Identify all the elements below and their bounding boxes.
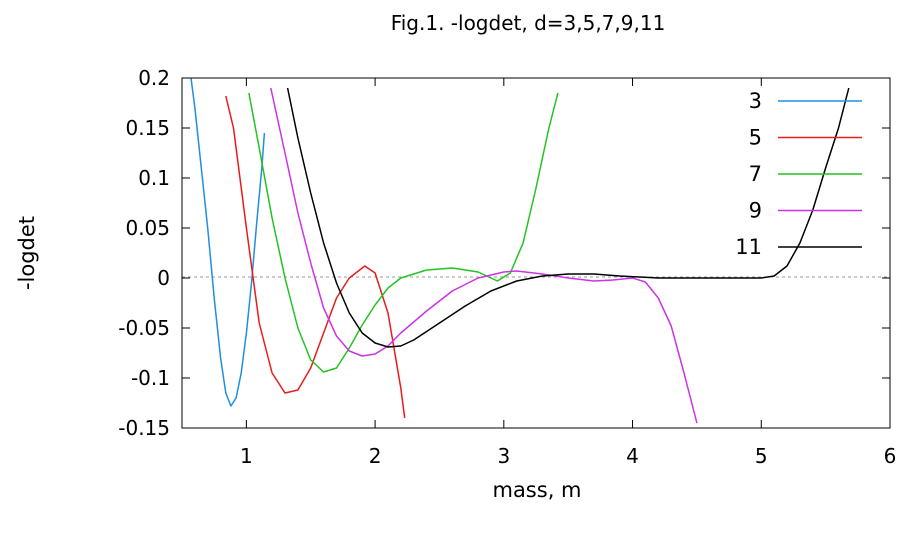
y-tick-label: -0.05 — [118, 316, 170, 340]
series-line-9 — [270, 87, 698, 424]
series-line-3 — [190, 77, 266, 407]
series-layer — [190, 77, 850, 424]
x-tick-label: 5 — [755, 444, 768, 468]
x-tick-label: 2 — [369, 444, 382, 468]
x-tick-label: 3 — [497, 444, 510, 468]
x-tick-label: 6 — [884, 444, 897, 468]
ticks: 1 2 3 4 5 6 -0.15 -0.1 -0.05 0 0.05 0.1 0.15 0.2 — [118, 66, 896, 468]
chart-title: Fig.1. -logdet, d=3,5,7,9,11 — [391, 11, 666, 35]
x-tick-label: 4 — [626, 444, 639, 468]
legend-label-5: 5 — [749, 126, 762, 150]
x-axis-label: mass, m — [492, 478, 581, 502]
y-tick-label: 0 — [157, 266, 170, 290]
y-axis-label: -logdet — [15, 216, 39, 290]
y-tick-label: 0.15 — [125, 116, 170, 140]
y-tick-label: -0.15 — [118, 416, 170, 440]
legend-label-11: 11 — [735, 235, 762, 259]
plot-frame — [181, 77, 891, 429]
series-line-7 — [248, 92, 559, 373]
series-line-5 — [225, 95, 406, 419]
legend-label-3: 3 — [749, 89, 762, 113]
y-tick-label: 0.1 — [138, 166, 170, 190]
y-tick-label: -0.1 — [131, 366, 170, 390]
x-tick-label: 1 — [240, 444, 253, 468]
legend-label-9: 9 — [749, 199, 762, 223]
legend-label-7: 7 — [749, 162, 762, 186]
legend: 3 5 7 9 11 — [735, 89, 862, 259]
series-line-11 — [286, 87, 850, 348]
y-tick-label: 0.05 — [125, 216, 170, 240]
y-tick-label: 0.2 — [138, 66, 170, 90]
